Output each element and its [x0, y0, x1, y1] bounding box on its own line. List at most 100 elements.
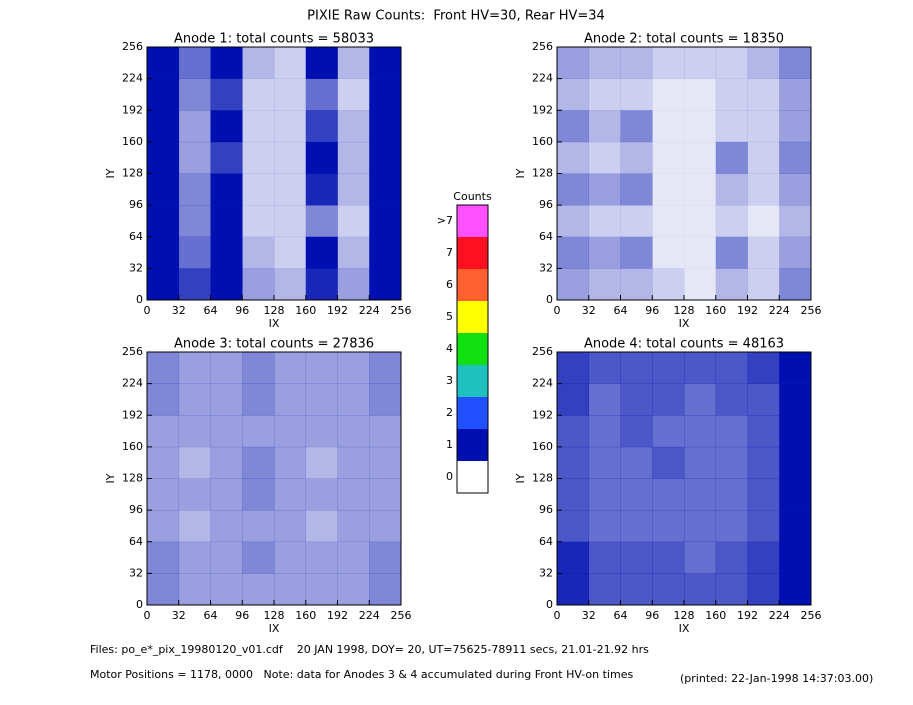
cell — [274, 47, 307, 79]
cell — [242, 383, 275, 416]
cell — [305, 173, 338, 206]
x-tick-label: 192 — [327, 609, 348, 622]
y-tick-label: 32 — [129, 566, 143, 579]
cell — [715, 205, 748, 238]
cell — [747, 541, 780, 574]
cell — [747, 268, 780, 301]
cell — [588, 446, 621, 479]
cell — [305, 446, 338, 479]
y-tick-label: 32 — [539, 566, 553, 579]
y-tick-label: 128 — [532, 472, 553, 485]
y-tick-label: 96 — [129, 503, 143, 516]
colorbar-swatch — [457, 365, 488, 397]
cell — [369, 446, 402, 479]
cell — [210, 78, 243, 111]
cell — [305, 478, 338, 511]
cell — [652, 510, 685, 543]
cell — [305, 383, 338, 416]
cell — [369, 236, 402, 269]
cell — [779, 47, 812, 79]
cell — [684, 415, 717, 448]
cell — [747, 110, 780, 143]
y-tick-label: 160 — [532, 440, 553, 453]
cell — [588, 78, 621, 111]
cell — [684, 541, 717, 574]
cell — [779, 446, 812, 479]
cell — [369, 541, 402, 574]
cell — [178, 205, 211, 238]
cell — [588, 141, 621, 174]
cell — [369, 141, 402, 174]
cell — [147, 478, 180, 511]
cell — [178, 47, 211, 79]
cell — [242, 446, 275, 479]
x-tick-label: 256 — [801, 609, 822, 622]
y-tick-label: 64 — [539, 230, 553, 243]
cell — [779, 510, 812, 543]
cell — [557, 110, 590, 143]
y-tick-label: 160 — [122, 135, 143, 148]
x-tick-label: 0 — [554, 304, 561, 317]
cell — [684, 352, 717, 384]
y-tick-label: 192 — [532, 408, 553, 421]
x-tick-label: 128 — [674, 609, 695, 622]
colorbar-label: 7 — [446, 246, 453, 259]
x-tick-label: 160 — [295, 609, 316, 622]
cell — [369, 478, 402, 511]
cell — [274, 446, 307, 479]
y-tick-label: 160 — [532, 135, 553, 148]
cell — [210, 173, 243, 206]
cell — [242, 541, 275, 574]
colorbar-label: 2 — [446, 406, 453, 419]
cell — [684, 236, 717, 269]
cell — [210, 352, 243, 384]
cell — [210, 541, 243, 574]
cell — [588, 541, 621, 574]
x-tick-label: 192 — [737, 304, 758, 317]
cell — [684, 446, 717, 479]
colorbar-swatch — [457, 205, 488, 237]
cell — [588, 383, 621, 416]
cell — [147, 47, 180, 79]
x-axis-label: IX — [269, 622, 280, 635]
y-tick-label: 64 — [129, 230, 143, 243]
cell — [178, 78, 211, 111]
x-tick-label: 96 — [645, 609, 659, 622]
x-tick-label: 0 — [144, 304, 151, 317]
x-tick-label: 96 — [235, 304, 249, 317]
cell — [210, 446, 243, 479]
cell — [620, 78, 653, 111]
cell — [178, 541, 211, 574]
cell — [620, 573, 653, 606]
cell — [369, 78, 402, 111]
cell — [588, 415, 621, 448]
y-tick-label: 224 — [532, 72, 553, 85]
cell — [369, 173, 402, 206]
x-tick-label: 32 — [172, 304, 186, 317]
cell — [779, 173, 812, 206]
cell — [747, 446, 780, 479]
cell — [369, 573, 402, 606]
y-axis-label: IY — [104, 473, 117, 483]
footer-printed: (printed: 22-Jan-1998 14:37:03.00) — [680, 672, 873, 685]
cell — [715, 47, 748, 79]
colorbar-swatch — [457, 269, 488, 301]
y-tick-label: 0 — [546, 293, 553, 306]
y-tick-label: 192 — [122, 103, 143, 116]
cell — [588, 268, 621, 301]
cell — [178, 268, 211, 301]
cell — [210, 141, 243, 174]
cell — [779, 236, 812, 269]
cell — [242, 478, 275, 511]
cell — [210, 110, 243, 143]
cell — [588, 236, 621, 269]
page-title: PIXIE Raw Counts: Front HV=30, Rear HV=3… — [307, 9, 605, 24]
y-tick-label: 256 — [122, 345, 143, 358]
cell — [178, 141, 211, 174]
cell — [210, 478, 243, 511]
cell — [242, 352, 275, 384]
cell — [747, 78, 780, 111]
cell — [652, 383, 685, 416]
cell — [715, 78, 748, 111]
x-tick-label: 160 — [705, 304, 726, 317]
